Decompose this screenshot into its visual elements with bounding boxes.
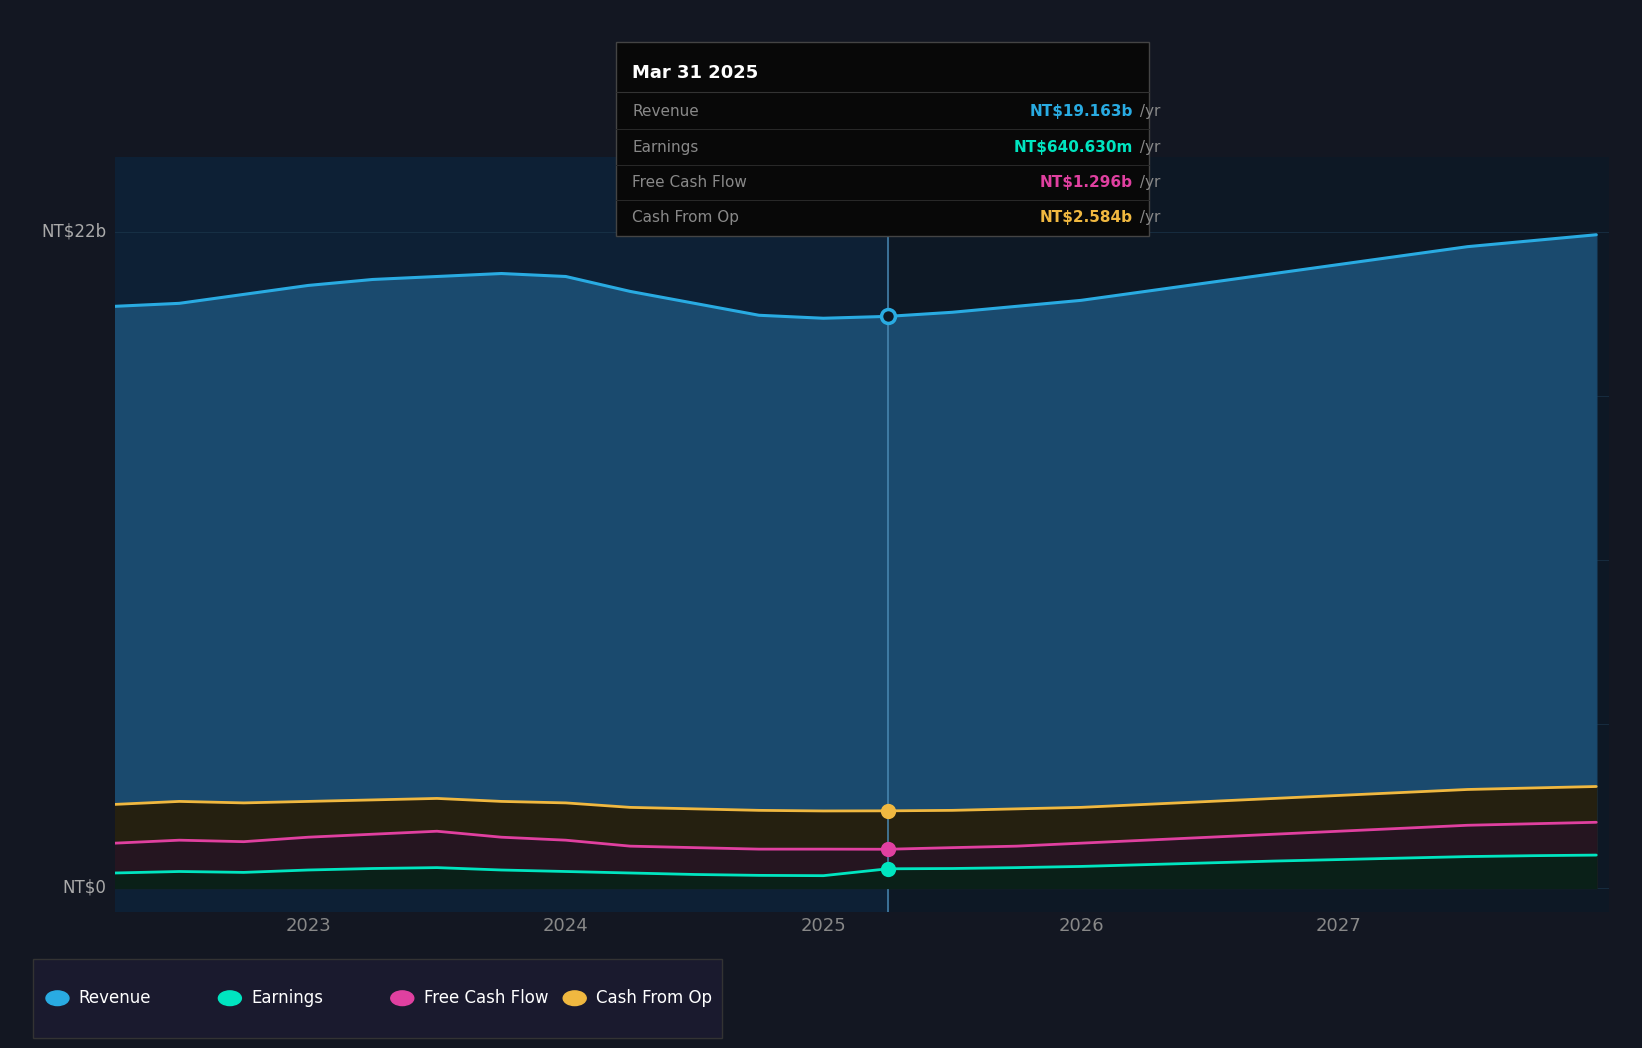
- Text: /yr: /yr: [1135, 211, 1159, 225]
- Text: Mar 31 2025: Mar 31 2025: [632, 64, 759, 83]
- Text: NT$2.584b: NT$2.584b: [1039, 211, 1133, 225]
- Text: /yr: /yr: [1135, 175, 1159, 190]
- Bar: [115, 157, 888, 912]
- Text: Free Cash Flow: Free Cash Flow: [632, 175, 747, 190]
- Text: Cash From Op: Cash From Op: [596, 989, 713, 1007]
- Text: Free Cash Flow: Free Cash Flow: [424, 989, 548, 1007]
- Text: Earnings: Earnings: [251, 989, 323, 1007]
- Text: /yr: /yr: [1135, 139, 1159, 154]
- Text: NT$19.163b: NT$19.163b: [1030, 104, 1133, 119]
- Text: Revenue: Revenue: [632, 104, 699, 119]
- Text: /yr: /yr: [1135, 104, 1159, 119]
- Text: Analysts Forecasts: Analysts Forecasts: [895, 195, 1049, 213]
- Text: NT$22b: NT$22b: [41, 223, 107, 241]
- Text: NT$0: NT$0: [62, 879, 107, 897]
- Text: Revenue: Revenue: [79, 989, 151, 1007]
- Text: Past: Past: [846, 195, 880, 213]
- Text: Earnings: Earnings: [632, 139, 698, 154]
- Text: NT$1.296b: NT$1.296b: [1039, 175, 1133, 190]
- Text: Cash From Op: Cash From Op: [632, 211, 739, 225]
- Text: NT$640.630m: NT$640.630m: [1013, 139, 1133, 154]
